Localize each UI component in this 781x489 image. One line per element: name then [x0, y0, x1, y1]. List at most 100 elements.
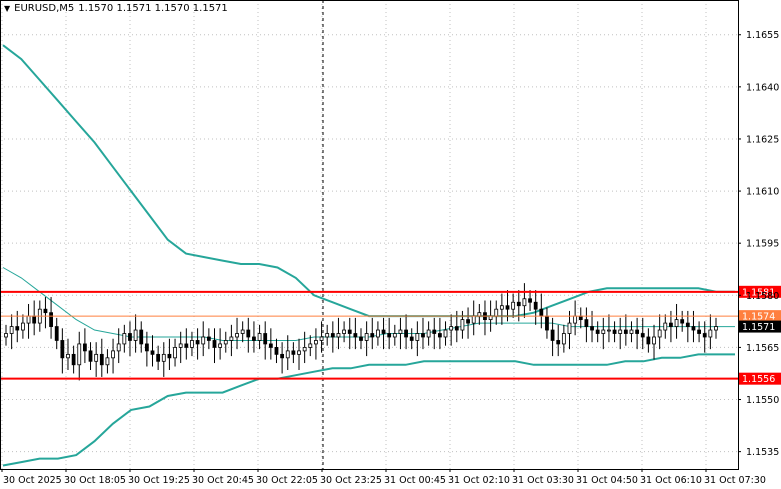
x-tick-label: 31 Oct 04:50: [576, 475, 638, 486]
candle-body: [77, 343, 82, 366]
candle-body: [195, 340, 200, 345]
y-tick-label: 1.1565: [746, 343, 779, 354]
candle-body: [370, 333, 375, 338]
candle-body: [511, 301, 516, 310]
candle-body: [607, 329, 611, 332]
candle-body: [291, 350, 296, 355]
candle-body: [466, 319, 470, 324]
candle-body: [556, 340, 561, 345]
candle-body: [545, 315, 549, 331]
candle-body: [505, 305, 510, 310]
candle-body: [184, 343, 189, 348]
grid-lines: [0, 0, 738, 469]
candle-body: [319, 336, 324, 341]
candle-body: [105, 357, 110, 366]
candle-body: [415, 333, 420, 341]
candle-body: [573, 315, 578, 324]
candle-body: [697, 329, 701, 334]
candle-body: [663, 322, 668, 331]
y-tick-label: 1.1610: [746, 187, 779, 198]
candle-body: [640, 333, 645, 338]
candle-body: [629, 329, 634, 334]
candle-body: [15, 326, 20, 331]
candle-body: [409, 336, 414, 341]
candle-body: [88, 350, 93, 362]
y-tick-label: 1.1535: [746, 447, 779, 458]
candle-body: [314, 340, 318, 345]
candle-body: [550, 329, 555, 341]
candle-body: [578, 315, 583, 321]
candle-body: [567, 322, 572, 334]
candle-body: [494, 308, 499, 317]
candle-body: [359, 336, 363, 341]
y-tick-label: 1.1550: [746, 395, 779, 406]
candle-body: [601, 329, 606, 334]
candle-body: [252, 336, 256, 341]
symbol-name: EURUSD,M5: [14, 3, 75, 14]
candle-body: [99, 353, 104, 366]
upper-band-line: [2, 44, 735, 318]
candle-body: [381, 329, 386, 334]
y-tick-label: 1.1595: [746, 239, 779, 250]
candle-body: [646, 336, 651, 345]
candle-body: [674, 319, 679, 327]
candle-body: [669, 322, 673, 327]
candle-body: [66, 353, 70, 359]
x-tick-label: 31 Oct 07:30: [704, 475, 766, 486]
candle-body: [274, 347, 279, 355]
x-tick-label: 30 Oct 2025: [3, 475, 62, 486]
candle-body: [584, 319, 589, 327]
candle-body: [94, 353, 99, 362]
candle-body: [268, 343, 273, 348]
x-tick-label: 31 Oct 06:10: [640, 475, 702, 486]
candle-body: [471, 315, 476, 324]
candle-body: [635, 329, 640, 334]
candle-body: [9, 326, 14, 334]
symbol-header[interactable]: ▼ EURUSD,M5 1.1570 1.1571 1.1570 1.1571: [4, 3, 228, 14]
candle-body: [528, 298, 532, 303]
candle-body: [533, 301, 538, 310]
candle-body: [229, 336, 234, 341]
candle-body: [212, 340, 217, 348]
candle-body: [128, 333, 132, 341]
candle-body: [714, 326, 718, 331]
candle-body: [54, 326, 59, 341]
candle-body: [595, 329, 600, 334]
level-price-label: 1.1556: [742, 374, 775, 385]
candle-body: [280, 353, 285, 359]
current-price-label: 1.1571: [742, 322, 775, 333]
candle-body: [685, 322, 690, 327]
middle-band-line: [2, 267, 735, 341]
candle-body: [190, 340, 194, 348]
candle-body: [71, 353, 76, 366]
triangle-down-icon[interactable]: ▼: [4, 4, 11, 13]
candle-body: [437, 333, 442, 338]
candle-body: [82, 343, 87, 352]
y-tick-label: 1.1655: [746, 30, 779, 41]
candle-body: [364, 333, 369, 341]
ma-price-box: [739, 310, 781, 323]
x-tick-label: 30 Oct 19:25: [128, 475, 190, 486]
x-tick-label: 31 Oct 00:45: [384, 475, 446, 486]
candle-body: [201, 336, 206, 345]
candle-body: [218, 343, 223, 348]
candle-body: [32, 315, 37, 324]
level-price-box: [739, 372, 781, 385]
candle-body: [43, 308, 48, 314]
x-tick-label: 30 Oct 20:45: [192, 475, 254, 486]
candle-body: [161, 353, 166, 362]
candle-body: [404, 329, 408, 338]
candle-body: [657, 329, 662, 338]
level-price-box: [739, 285, 781, 298]
candle-body: [223, 340, 228, 345]
candle-body: [426, 329, 431, 338]
candle-body: [539, 308, 544, 317]
candle-body: [49, 312, 53, 327]
x-tick-label: 31 Oct 02:10: [448, 475, 510, 486]
candle-body: [392, 333, 397, 338]
x-tick-label: 30 Oct 22:05: [256, 475, 318, 486]
candle-body: [652, 336, 656, 345]
